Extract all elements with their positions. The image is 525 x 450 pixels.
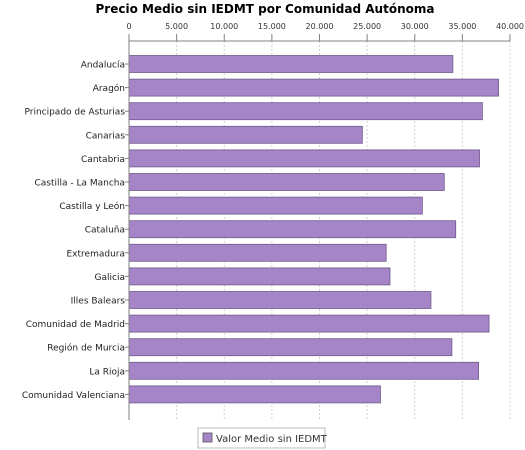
category-label: La Rioja: [89, 367, 125, 377]
x-tick-label: 0: [126, 22, 131, 31]
x-tick-label: 35.000: [448, 22, 476, 31]
category-label: Castilla - La Mancha: [34, 179, 125, 189]
legend-swatch: [202, 432, 213, 443]
category-label: Andalucía: [81, 61, 125, 71]
x-tick-label: 5.000: [165, 22, 188, 31]
bar: [128, 220, 457, 239]
category-label: Región de Murcia: [47, 343, 125, 354]
legend-box: [197, 427, 326, 449]
legend: Valor Medio sin IEDMT: [197, 427, 328, 449]
category-label: Galicia: [95, 273, 125, 283]
bar: [128, 291, 432, 309]
category-label: Illes Balears: [71, 297, 126, 307]
category-label: Aragón: [93, 83, 125, 94]
x-tick-label: 20.000: [306, 22, 334, 31]
bar: [128, 314, 490, 333]
bar: [128, 267, 391, 286]
bar: [128, 361, 479, 380]
x-tick-label: 10.000: [210, 22, 238, 31]
category-label: Castilla y León: [59, 201, 125, 212]
legend-label: Valor Medio sin IEDMT: [216, 434, 328, 445]
bar: [128, 125, 363, 144]
bar: [128, 196, 423, 215]
bar: [128, 102, 483, 121]
x-tick-label: 40.000: [496, 22, 524, 31]
bar: [128, 55, 454, 73]
category-label: Cantabria: [81, 155, 125, 165]
x-tick-label: 25.000: [353, 22, 381, 31]
x-axis-ticks: 0 5.000 10.000 15.000 20.000 25.000 30.000 35.0…: [126, 22, 524, 41]
x-tick-label: 30.000: [401, 22, 429, 31]
category-label: Cataluña: [85, 226, 125, 236]
bar: [128, 338, 453, 357]
x-tick-label: 15.000: [258, 22, 286, 31]
bar: [128, 149, 480, 168]
bars: [128, 55, 499, 404]
category-label: Principado de Asturias: [24, 108, 125, 118]
chart-title: Precio Medio sin IEDMT por Comunidad Aut…: [96, 2, 435, 16]
bar: [128, 385, 381, 404]
category-label: Canarias: [86, 131, 126, 141]
bar: [128, 243, 387, 262]
category-label: Comunidad Valenciana: [22, 391, 125, 401]
category-label: Extremadura: [67, 249, 126, 259]
category-labels: Andalucía Aragón Principado de Asturias Can…: [22, 61, 129, 401]
bar: [128, 78, 499, 97]
category-label: Comunidad de Madrid: [26, 320, 125, 330]
bar: [128, 173, 445, 191]
